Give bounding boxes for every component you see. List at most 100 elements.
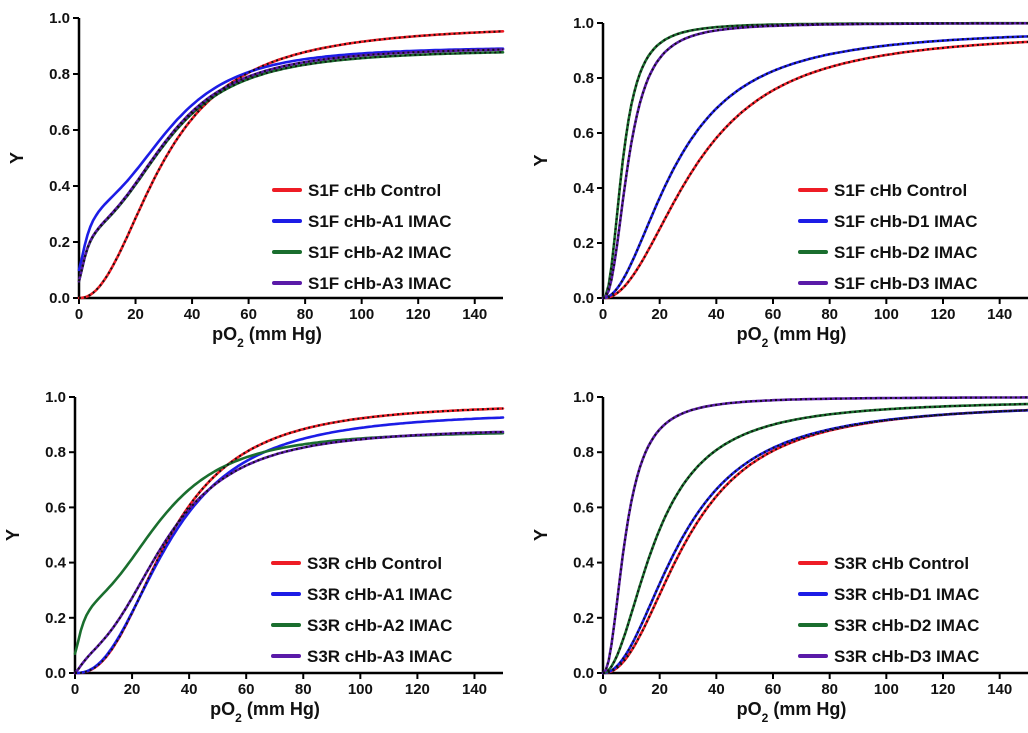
chart-panel-2: 0 20 40 60 80 100 120 140 0.0 0.2 0.4 0.6 0.8 1.0 pO2 … — [531, 15, 1028, 350]
x-tick-label: 100 — [874, 306, 899, 323]
legend: S1F cHb Control S1F cHb-A1 IMAC S1F cHb-A2… — [272, 181, 452, 293]
x-tick-label: 120 — [406, 306, 431, 323]
legend-label: S1F cHb Control — [834, 181, 967, 200]
y-tick-label: 0.2 — [573, 235, 594, 252]
legend-label: S3R cHb Control — [834, 554, 969, 573]
x-tick-label: 40 — [708, 681, 725, 698]
y-tick-label: 0.2 — [49, 234, 70, 251]
fit-line-1 — [602, 40, 1028, 299]
legend-label: S1F cHb-D1 IMAC — [834, 212, 978, 231]
fit-line-3 — [78, 51, 503, 282]
legend-label: S3R cHb-A2 IMAC — [307, 616, 452, 635]
fit-line-1 — [78, 30, 504, 299]
y-axis-title: Y — [7, 152, 27, 164]
y-axis-title: Y — [3, 529, 23, 541]
fit-line-2 — [602, 409, 1028, 674]
y-tick-label: 0.0 — [49, 290, 70, 307]
x-tick-label: 140 — [462, 306, 487, 323]
y-axis-title: Y — [531, 154, 551, 166]
x-tick-label: 60 — [765, 306, 782, 323]
legend-label: S1F cHb-D3 IMAC — [834, 274, 978, 293]
x-axis-title: pO2 (mm Hg) — [737, 699, 847, 725]
legend: S3R cHb Control S3R cHb-A1 IMAC S3R cHb-A2… — [271, 554, 452, 666]
y-tick-label: 0.4 — [45, 555, 67, 572]
x-tick-label: 40 — [184, 306, 201, 323]
x-tick-label: 20 — [651, 681, 668, 698]
y-tick-label: 0.6 — [45, 499, 66, 516]
legend-label: S1F cHb-A1 IMAC — [308, 212, 452, 231]
x-tick-label: 20 — [127, 306, 144, 323]
legend: S1F cHb Control S1F cHb-D1 IMAC S1F cHb-D2… — [798, 181, 978, 293]
x-tick-label: 80 — [297, 306, 314, 323]
legend-label: S3R cHb-D1 IMAC — [834, 585, 979, 604]
x-tick-label: 60 — [238, 681, 255, 698]
y-tick-label: 0.4 — [49, 178, 71, 195]
y-tick-label: 0.0 — [45, 665, 66, 682]
x-tick-label: 0 — [599, 681, 607, 698]
x-tick-label: 20 — [124, 681, 141, 698]
fit-line-1 — [75, 407, 504, 674]
y-tick-label: 0.6 — [49, 122, 70, 139]
y-tick-label: 0.8 — [573, 70, 594, 87]
y-tick-label: 0.4 — [573, 555, 595, 572]
fit-line-3 — [602, 403, 1028, 674]
x-tick-label: 140 — [462, 681, 487, 698]
legend-label: S3R cHb-D2 IMAC — [834, 616, 979, 635]
y-tick-label: 1.0 — [49, 10, 70, 27]
y-tick-label: 0.8 — [45, 444, 66, 461]
legend-label: S1F cHb Control — [308, 181, 441, 200]
x-tick-label: 0 — [75, 306, 83, 323]
y-tick-label: 0.0 — [573, 290, 594, 307]
chart-panel-3: 0 20 40 60 80 100 120 140 0.0 0.2 0.4 0.6 0.8 1.0 pO2 … — [3, 389, 505, 725]
chart-panel-1: 0 20 40 60 80 100 120 140 0.0 0.2 0.4 0.6 0.8 1.0 pO2 … — [7, 10, 505, 350]
x-tick-label: 40 — [708, 306, 725, 323]
x-axis-title: pO2 (mm Hg) — [210, 699, 320, 725]
x-tick-label: 60 — [240, 306, 257, 323]
y-tick-label: 0.6 — [573, 125, 594, 142]
x-axis-title: pO2 (mm Hg) — [737, 324, 847, 350]
legend-label: S3R cHb-D3 IMAC — [834, 647, 979, 666]
y-tick-label: 1.0 — [573, 15, 594, 32]
y-tick-label: 0.8 — [49, 66, 70, 83]
x-tick-label: 40 — [181, 681, 198, 698]
x-tick-label: 140 — [987, 306, 1012, 323]
fit-line-1 — [602, 409, 1028, 674]
x-tick-label: 80 — [295, 681, 312, 698]
fit-line-4 — [74, 430, 504, 674]
x-tick-label: 100 — [349, 306, 374, 323]
x-tick-label: 140 — [987, 681, 1012, 698]
y-tick-label: 0.2 — [573, 610, 594, 627]
y-tick-label: 1.0 — [45, 389, 66, 406]
y-tick-label: 0.4 — [573, 180, 595, 197]
x-tick-label: 120 — [930, 681, 955, 698]
chart-panel-4: 0 20 40 60 80 100 120 140 0.0 0.2 0.4 0.6 0.8 1.0 pO2 … — [531, 389, 1028, 725]
legend: S3R cHb Control S3R cHb-D1 IMAC S3R cHb-D2… — [798, 554, 979, 666]
legend-label: S1F cHb-A2 IMAC — [308, 243, 452, 262]
x-tick-label: 0 — [599, 306, 607, 323]
y-tick-label: 1.0 — [573, 389, 594, 406]
y-tick-label: 0.8 — [573, 444, 594, 461]
series-line-4 — [73, 430, 505, 675]
legend-label: S3R cHb-A3 IMAC — [307, 647, 452, 666]
x-tick-label: 100 — [348, 681, 373, 698]
legend-label: S3R cHb Control — [307, 554, 442, 573]
fit-line-4 — [602, 22, 1028, 299]
x-tick-label: 80 — [821, 306, 838, 323]
y-tick-label: 0.2 — [45, 610, 66, 627]
x-tick-label: 80 — [821, 681, 838, 698]
legend-label: S1F cHb-A3 IMAC — [308, 274, 452, 293]
y-tick-label: 0.0 — [573, 665, 594, 682]
series-line-2 — [73, 416, 505, 675]
series-line-2 — [77, 47, 505, 272]
legend-label: S3R cHb-A1 IMAC — [307, 585, 452, 604]
x-tick-label: 120 — [930, 306, 955, 323]
y-tick-label: 0.6 — [573, 499, 594, 516]
y-axis-title: Y — [531, 529, 551, 541]
x-tick-label: 0 — [71, 681, 79, 698]
series-line-4 — [77, 48, 505, 283]
x-tick-label: 20 — [651, 306, 668, 323]
x-tick-label: 60 — [765, 681, 782, 698]
x-tick-label: 100 — [874, 681, 899, 698]
fit-line-2 — [602, 35, 1028, 299]
